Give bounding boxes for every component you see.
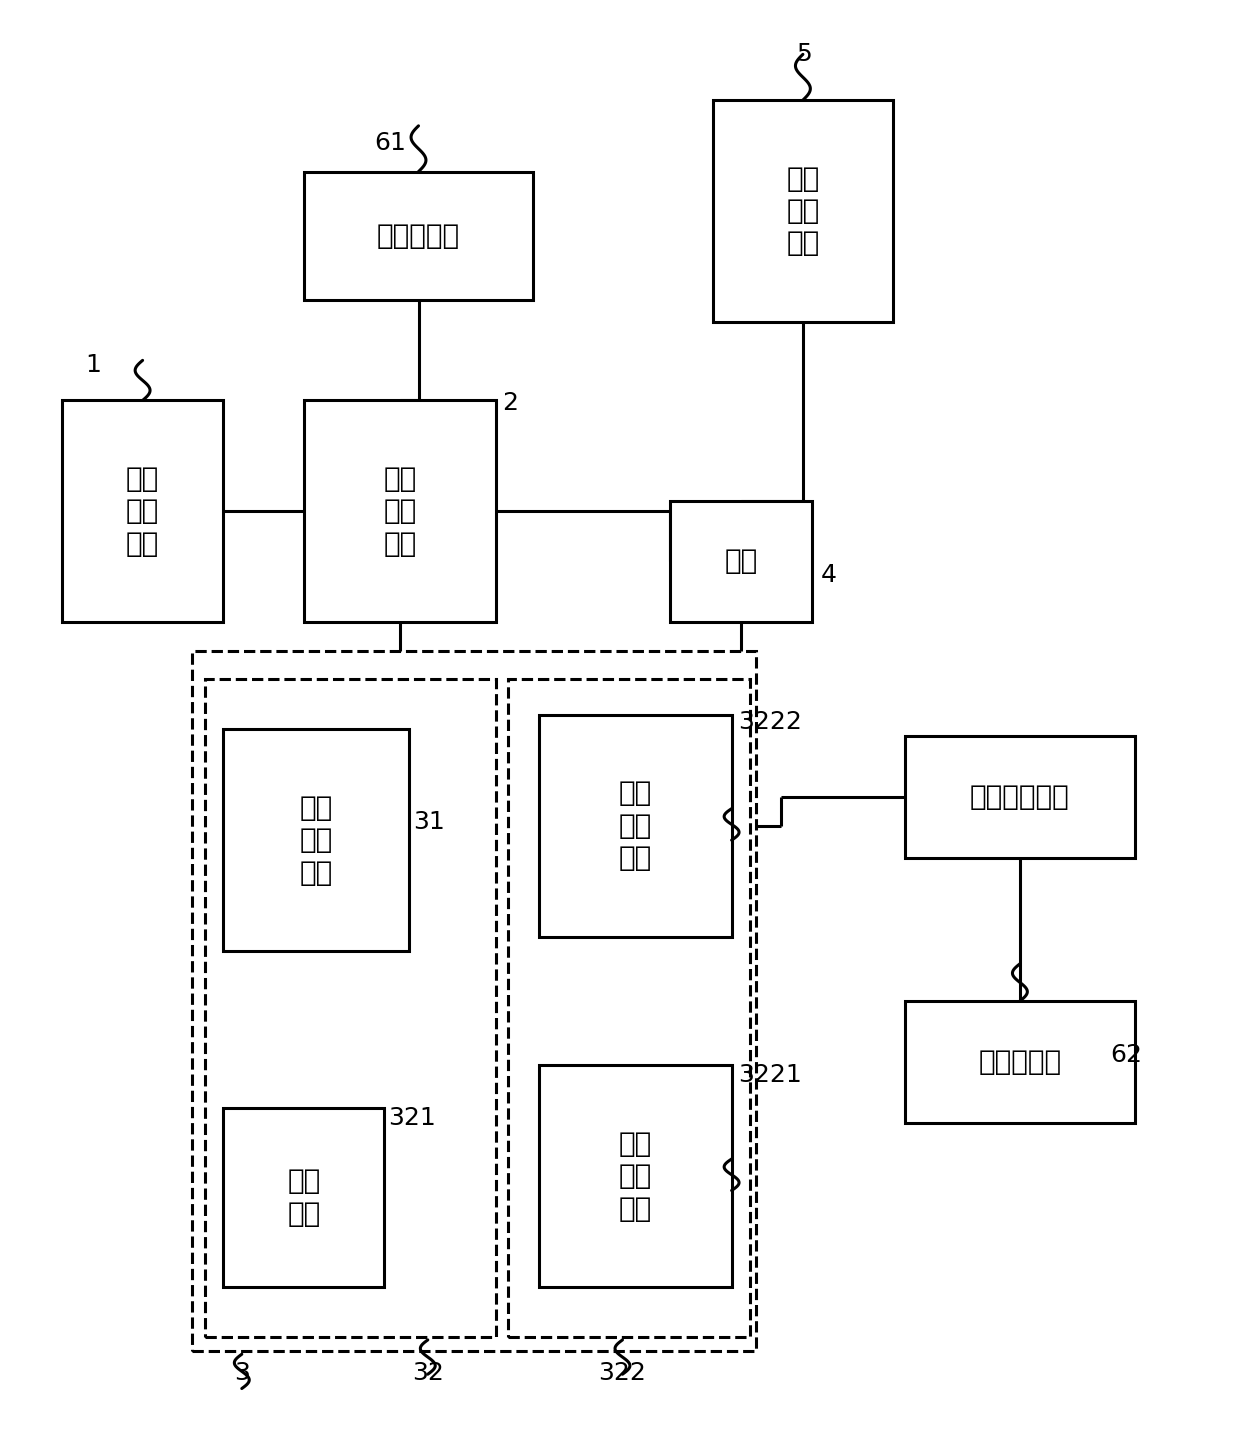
Bar xyxy=(905,1001,1135,1123)
Text: 电芯: 电芯 xyxy=(724,548,758,575)
Bar xyxy=(62,400,223,622)
Bar xyxy=(508,679,750,1337)
Text: 输出控制电路: 输出控制电路 xyxy=(970,784,1070,811)
Text: 充电接口组: 充电接口组 xyxy=(377,222,460,250)
Text: 温度
采集
电路: 温度 采集 电路 xyxy=(300,794,332,887)
Text: 3222: 3222 xyxy=(738,711,802,734)
Text: 322: 322 xyxy=(599,1361,646,1384)
Text: 62: 62 xyxy=(1110,1044,1142,1067)
Text: 61: 61 xyxy=(374,132,407,154)
Bar xyxy=(304,400,496,622)
Bar xyxy=(539,715,732,937)
Text: 31: 31 xyxy=(413,811,445,834)
Bar xyxy=(192,651,756,1351)
Bar xyxy=(205,679,496,1337)
Text: 充电
保护
电路: 充电 保护 电路 xyxy=(786,164,820,257)
Bar xyxy=(539,1065,732,1287)
Bar xyxy=(670,500,812,622)
Bar xyxy=(223,1108,384,1287)
Text: 32: 32 xyxy=(412,1361,444,1384)
Text: 功率
调整
模块: 功率 调整 模块 xyxy=(619,1130,652,1223)
Text: 4: 4 xyxy=(821,563,837,586)
Text: 3: 3 xyxy=(234,1361,249,1384)
Bar xyxy=(223,729,409,951)
Bar xyxy=(713,100,893,322)
Text: 2: 2 xyxy=(502,392,518,415)
Text: 控制
单元: 控制 单元 xyxy=(288,1167,320,1228)
Bar xyxy=(304,172,533,300)
Text: 放电接口组: 放电接口组 xyxy=(978,1048,1061,1075)
Text: 充电
判断
电路: 充电 判断 电路 xyxy=(126,465,159,558)
Text: 3221: 3221 xyxy=(738,1064,801,1087)
Text: 充电
控制
电路: 充电 控制 电路 xyxy=(383,465,417,558)
Bar xyxy=(905,736,1135,858)
Text: 321: 321 xyxy=(388,1107,436,1130)
Text: 电压
调整
模块: 电压 调整 模块 xyxy=(619,779,652,872)
Text: 1: 1 xyxy=(86,353,100,376)
Text: 5: 5 xyxy=(796,43,811,66)
